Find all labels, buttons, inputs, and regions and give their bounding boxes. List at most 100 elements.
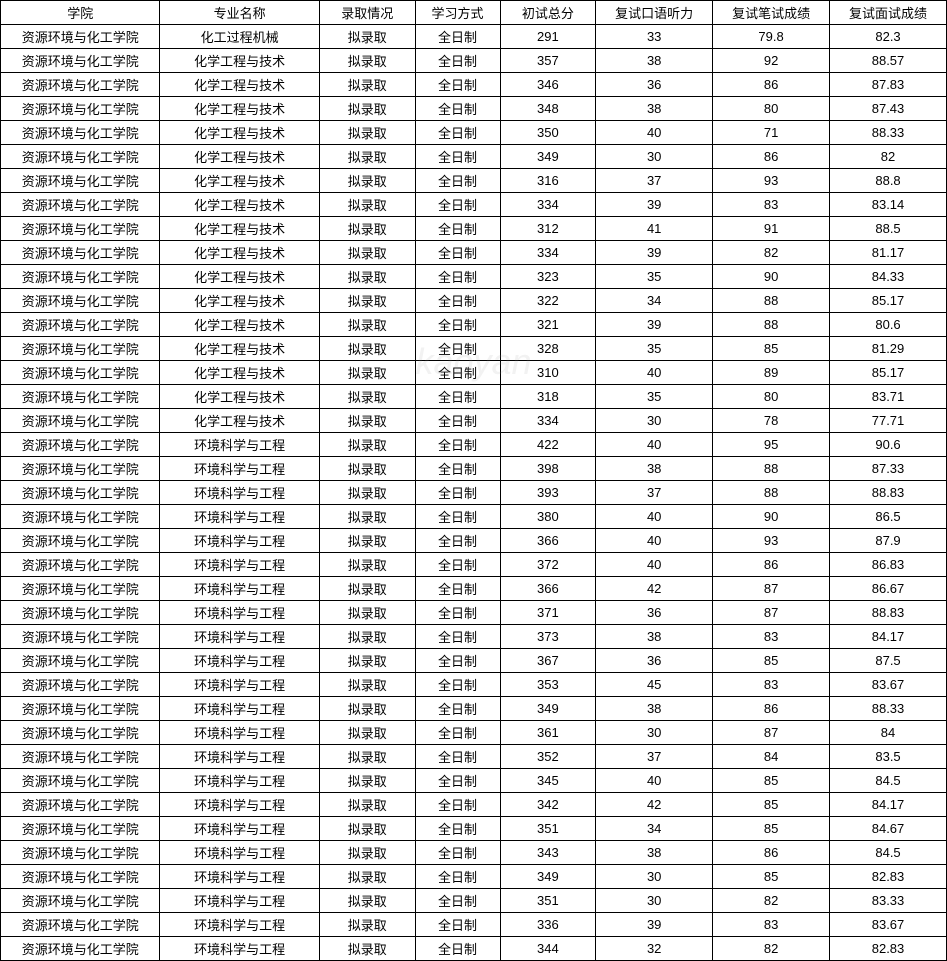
table-row: 资源环境与化工学院环境科学与工程拟录取全日制422409590.6 xyxy=(1,433,947,457)
table-row: 资源环境与化工学院化学工程与技术拟录取全日制334398281.17 xyxy=(1,241,947,265)
cell-r2-c0: 资源环境与化工学院 xyxy=(1,73,160,97)
cell-r24-c2: 拟录取 xyxy=(319,601,415,625)
table-row: 资源环境与化工学院环境科学与工程拟录取全日制342428584.17 xyxy=(1,793,947,817)
table-row: 资源环境与化工学院环境科学与工程拟录取全日制366409387.9 xyxy=(1,529,947,553)
cell-r2-c6: 86 xyxy=(713,73,830,97)
cell-r9-c7: 81.17 xyxy=(830,241,947,265)
cell-r19-c2: 拟录取 xyxy=(319,481,415,505)
admission-table: 学院专业名称录取情况学习方式初试总分复试口语听力复试笔试成绩复试面试成绩 资源环… xyxy=(0,0,947,961)
cell-r19-c7: 88.83 xyxy=(830,481,947,505)
cell-r27-c4: 353 xyxy=(500,673,596,697)
cell-r29-c4: 361 xyxy=(500,721,596,745)
cell-r10-c7: 84.33 xyxy=(830,265,947,289)
cell-r9-c5: 39 xyxy=(596,241,713,265)
cell-r19-c0: 资源环境与化工学院 xyxy=(1,481,160,505)
cell-r32-c5: 42 xyxy=(596,793,713,817)
cell-r32-c7: 84.17 xyxy=(830,793,947,817)
cell-r19-c1: 环境科学与工程 xyxy=(160,481,319,505)
cell-r28-c7: 88.33 xyxy=(830,697,947,721)
table-row: 资源环境与化工学院化学工程与技术拟录取全日制318358083.71 xyxy=(1,385,947,409)
cell-r19-c3: 全日制 xyxy=(415,481,500,505)
cell-r4-c6: 71 xyxy=(713,121,830,145)
cell-r37-c1: 环境科学与工程 xyxy=(160,913,319,937)
cell-r38-c0: 资源环境与化工学院 xyxy=(1,937,160,961)
cell-r20-c2: 拟录取 xyxy=(319,505,415,529)
cell-r32-c3: 全日制 xyxy=(415,793,500,817)
cell-r30-c0: 资源环境与化工学院 xyxy=(1,745,160,769)
cell-r21-c6: 93 xyxy=(713,529,830,553)
header-cell-5: 复试口语听力 xyxy=(596,1,713,25)
cell-r8-c7: 88.5 xyxy=(830,217,947,241)
cell-r12-c3: 全日制 xyxy=(415,313,500,337)
table-row: 资源环境与化工学院环境科学与工程拟录取全日制380409086.5 xyxy=(1,505,947,529)
cell-r33-c7: 84.67 xyxy=(830,817,947,841)
cell-r0-c6: 79.8 xyxy=(713,25,830,49)
cell-r28-c0: 资源环境与化工学院 xyxy=(1,697,160,721)
table-row: 资源环境与化工学院化学工程与技术拟录取全日制334307877.71 xyxy=(1,409,947,433)
cell-r16-c6: 78 xyxy=(713,409,830,433)
cell-r8-c3: 全日制 xyxy=(415,217,500,241)
cell-r16-c4: 334 xyxy=(500,409,596,433)
cell-r13-c7: 81.29 xyxy=(830,337,947,361)
cell-r35-c4: 349 xyxy=(500,865,596,889)
cell-r6-c4: 316 xyxy=(500,169,596,193)
header-cell-3: 学习方式 xyxy=(415,1,500,25)
cell-r18-c4: 398 xyxy=(500,457,596,481)
cell-r8-c4: 312 xyxy=(500,217,596,241)
cell-r16-c3: 全日制 xyxy=(415,409,500,433)
table-row: 资源环境与化工学院环境科学与工程拟录取全日制372408686.83 xyxy=(1,553,947,577)
cell-r12-c2: 拟录取 xyxy=(319,313,415,337)
cell-r12-c7: 80.6 xyxy=(830,313,947,337)
cell-r31-c2: 拟录取 xyxy=(319,769,415,793)
cell-r6-c2: 拟录取 xyxy=(319,169,415,193)
cell-r12-c5: 39 xyxy=(596,313,713,337)
cell-r17-c4: 422 xyxy=(500,433,596,457)
cell-r21-c4: 366 xyxy=(500,529,596,553)
cell-r28-c2: 拟录取 xyxy=(319,697,415,721)
cell-r11-c1: 化学工程与技术 xyxy=(160,289,319,313)
cell-r7-c3: 全日制 xyxy=(415,193,500,217)
cell-r36-c4: 351 xyxy=(500,889,596,913)
cell-r21-c3: 全日制 xyxy=(415,529,500,553)
cell-r31-c0: 资源环境与化工学院 xyxy=(1,769,160,793)
cell-r22-c6: 86 xyxy=(713,553,830,577)
cell-r37-c3: 全日制 xyxy=(415,913,500,937)
table-row: 资源环境与化工学院化学工程与技术拟录取全日制323359084.33 xyxy=(1,265,947,289)
cell-r6-c7: 88.8 xyxy=(830,169,947,193)
cell-r22-c1: 环境科学与工程 xyxy=(160,553,319,577)
table-row: 资源环境与化工学院化学工程与技术拟录取全日制350407188.33 xyxy=(1,121,947,145)
cell-r11-c2: 拟录取 xyxy=(319,289,415,313)
cell-r13-c6: 85 xyxy=(713,337,830,361)
cell-r24-c6: 87 xyxy=(713,601,830,625)
cell-r25-c1: 环境科学与工程 xyxy=(160,625,319,649)
cell-r20-c6: 90 xyxy=(713,505,830,529)
cell-r36-c3: 全日制 xyxy=(415,889,500,913)
cell-r17-c1: 环境科学与工程 xyxy=(160,433,319,457)
cell-r36-c5: 30 xyxy=(596,889,713,913)
cell-r12-c1: 化学工程与技术 xyxy=(160,313,319,337)
cell-r18-c3: 全日制 xyxy=(415,457,500,481)
cell-r11-c0: 资源环境与化工学院 xyxy=(1,289,160,313)
cell-r14-c1: 化学工程与技术 xyxy=(160,361,319,385)
cell-r23-c7: 86.67 xyxy=(830,577,947,601)
table-body: 资源环境与化工学院化工过程机械拟录取全日制2913379.882.3资源环境与化… xyxy=(1,25,947,961)
cell-r9-c2: 拟录取 xyxy=(319,241,415,265)
cell-r31-c1: 环境科学与工程 xyxy=(160,769,319,793)
table-row: 资源环境与化工学院环境科学与工程拟录取全日制349388688.33 xyxy=(1,697,947,721)
cell-r13-c1: 化学工程与技术 xyxy=(160,337,319,361)
table-row: 资源环境与化工学院环境科学与工程拟录取全日制343388684.5 xyxy=(1,841,947,865)
cell-r10-c3: 全日制 xyxy=(415,265,500,289)
table-row: 资源环境与化工学院环境科学与工程拟录取全日制361308784 xyxy=(1,721,947,745)
cell-r23-c6: 87 xyxy=(713,577,830,601)
cell-r23-c1: 环境科学与工程 xyxy=(160,577,319,601)
cell-r0-c4: 291 xyxy=(500,25,596,49)
cell-r22-c2: 拟录取 xyxy=(319,553,415,577)
cell-r28-c3: 全日制 xyxy=(415,697,500,721)
cell-r24-c1: 环境科学与工程 xyxy=(160,601,319,625)
cell-r17-c5: 40 xyxy=(596,433,713,457)
cell-r9-c4: 334 xyxy=(500,241,596,265)
cell-r10-c1: 化学工程与技术 xyxy=(160,265,319,289)
cell-r34-c0: 资源环境与化工学院 xyxy=(1,841,160,865)
cell-r36-c2: 拟录取 xyxy=(319,889,415,913)
cell-r22-c7: 86.83 xyxy=(830,553,947,577)
